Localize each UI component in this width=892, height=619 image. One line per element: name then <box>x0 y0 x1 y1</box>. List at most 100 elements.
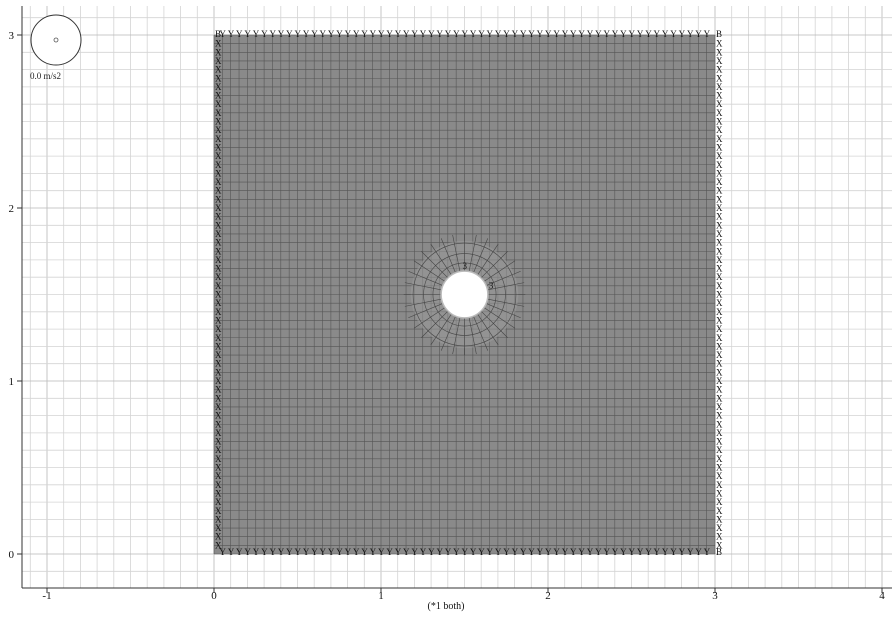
top-roller-marker: Y <box>695 29 702 39</box>
hole-label-right: 3 <box>489 281 494 291</box>
right-roller-marker: X <box>716 333 723 343</box>
corner-marker-bottom-right: B <box>716 547 722 557</box>
left-roller-marker: X <box>215 99 222 109</box>
bottom-roller-marker: Y <box>687 547 694 557</box>
top-roller-marker: Y <box>545 29 552 39</box>
bottom-roller-marker: Y <box>512 547 519 557</box>
bottom-roller-marker: Y <box>487 547 494 557</box>
top-roller-marker: Y <box>403 29 410 39</box>
top-roller-marker: Y <box>244 29 251 39</box>
right-roller-marker: X <box>716 246 723 256</box>
bottom-roller-marker: Y <box>353 547 360 557</box>
right-roller-marker: X <box>716 540 723 550</box>
top-roller-marker: Y <box>645 29 652 39</box>
left-roller-marker: X <box>215 117 222 127</box>
bottom-roller-marker: Y <box>612 547 619 557</box>
bottom-roller-marker: Y <box>629 547 636 557</box>
right-roller-marker: X <box>716 488 723 498</box>
right-roller-marker: X <box>716 186 723 196</box>
top-roller-marker: Y <box>670 29 677 39</box>
top-roller-marker: Y <box>487 29 494 39</box>
x-tick-label: 1 <box>378 590 384 602</box>
bottom-roller-marker: Y <box>269 547 276 557</box>
left-roller-marker: X <box>215 514 222 524</box>
top-roller-marker: Y <box>253 29 260 39</box>
top-roller-marker: Y <box>553 29 560 39</box>
bottom-roller-marker: Y <box>345 547 352 557</box>
right-roller-marker: X <box>716 272 723 282</box>
y-tick-label: 3 <box>9 30 15 42</box>
right-roller-marker: X <box>716 324 723 334</box>
bottom-roller-marker: Y <box>537 547 544 557</box>
bottom-roller-marker: Y <box>403 547 410 557</box>
right-roller-marker: X <box>716 497 723 507</box>
bottom-roller-marker: Y <box>462 547 469 557</box>
top-roller-marker: Y <box>679 29 686 39</box>
left-roller-marker: X <box>215 497 222 507</box>
right-roller-marker: X <box>716 99 723 109</box>
x-tick-label: 3 <box>712 590 718 602</box>
right-roller-marker: X <box>716 220 723 230</box>
right-roller-marker: X <box>716 532 723 542</box>
bottom-roller-marker: Y <box>545 547 552 557</box>
right-roller-marker: X <box>716 255 723 265</box>
right-roller-marker: X <box>716 298 723 308</box>
top-roller-marker: Y <box>478 29 485 39</box>
left-roller-marker: X <box>215 350 222 360</box>
top-roller-marker: Y <box>537 29 544 39</box>
bottom-roller-marker: Y <box>436 547 443 557</box>
top-roller-marker: Y <box>453 29 460 39</box>
right-roller-marker: X <box>716 359 723 369</box>
bottom-roller-marker: Y <box>637 547 644 557</box>
top-roller-marker: Y <box>503 29 510 39</box>
left-roller-marker: X <box>215 255 222 265</box>
bottom-roller-marker: Y <box>244 547 251 557</box>
left-roller-marker: X <box>215 39 222 49</box>
top-roller-marker: Y <box>386 29 393 39</box>
left-roller-marker: X <box>215 186 222 196</box>
left-roller-marker: X <box>215 151 222 161</box>
top-roller-marker: Y <box>495 29 502 39</box>
bottom-roller-marker: Y <box>311 547 318 557</box>
x-tick-label: -1 <box>42 590 51 602</box>
top-roller-marker: Y <box>303 29 310 39</box>
top-roller-marker: Y <box>587 29 594 39</box>
top-roller-marker: Y <box>236 29 243 39</box>
hole <box>440 270 489 319</box>
bottom-roller-marker: Y <box>411 547 418 557</box>
radial-mesh <box>403 233 526 356</box>
top-roller-marker: Y <box>445 29 452 39</box>
top-roller-marker: Y <box>361 29 368 39</box>
bottom-roller-marker: Y <box>570 547 577 557</box>
bottom-roller-marker: Y <box>303 547 310 557</box>
right-roller-marker: X <box>716 367 723 377</box>
top-roller-marker: Y <box>336 29 343 39</box>
top-roller-marker: Y <box>395 29 402 39</box>
top-roller-marker: Y <box>654 29 661 39</box>
right-roller-marker: X <box>716 203 723 213</box>
left-roller-marker: X <box>215 65 222 75</box>
bottom-roller-marker: Y <box>695 547 702 557</box>
right-roller-marker: X <box>716 82 723 92</box>
left-roller-marker: X <box>215 341 222 351</box>
top-roller-marker: Y <box>578 29 585 39</box>
left-roller-marker: X <box>215 463 222 473</box>
right-roller-marker: X <box>716 437 723 447</box>
left-roller-marker: X <box>215 194 222 204</box>
top-roller-marker: Y <box>295 29 302 39</box>
bottom-roller-marker: Y <box>503 547 510 557</box>
left-roller-marker: X <box>215 333 222 343</box>
left-roller-marker: X <box>215 367 222 377</box>
bottom-roller-marker: Y <box>654 547 661 557</box>
bottom-roller-marker: Y <box>261 547 268 557</box>
left-roller-marker: X <box>215 307 222 317</box>
top-roller-marker: Y <box>278 29 285 39</box>
right-roller-marker: X <box>716 134 723 144</box>
right-roller-marker: X <box>716 376 723 386</box>
left-roller-marker: X <box>215 540 222 550</box>
left-roller-marker: X <box>215 134 222 144</box>
hole-label-top: 3 <box>463 261 468 271</box>
bottom-roller-marker: Y <box>645 547 652 557</box>
